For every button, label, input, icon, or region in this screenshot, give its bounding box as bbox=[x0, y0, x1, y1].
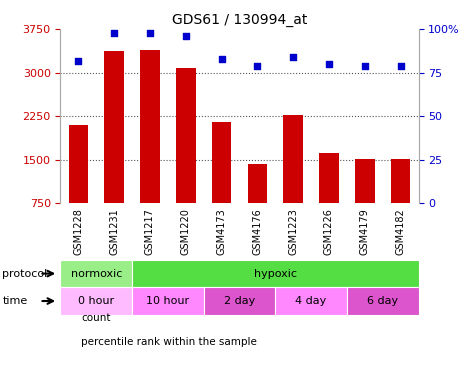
Bar bbox=[212, 122, 232, 247]
Text: GSM4173: GSM4173 bbox=[217, 208, 226, 255]
Text: time: time bbox=[2, 296, 27, 306]
Point bbox=[326, 61, 333, 67]
Bar bbox=[275, 287, 347, 315]
Bar bbox=[347, 287, 418, 315]
Text: GSM1226: GSM1226 bbox=[324, 208, 334, 255]
Point bbox=[146, 30, 153, 36]
Text: GSM1223: GSM1223 bbox=[288, 208, 298, 255]
Point bbox=[182, 33, 190, 39]
Bar bbox=[132, 260, 419, 287]
Text: GSM1220: GSM1220 bbox=[181, 208, 191, 255]
Text: hypoxic: hypoxic bbox=[254, 269, 297, 279]
Point bbox=[254, 63, 261, 69]
Bar bbox=[283, 115, 303, 247]
Text: GSM1228: GSM1228 bbox=[73, 208, 83, 255]
Bar bbox=[204, 287, 275, 315]
Text: count: count bbox=[81, 313, 111, 324]
Text: percentile rank within the sample: percentile rank within the sample bbox=[81, 337, 257, 347]
Bar bbox=[68, 125, 88, 247]
Bar bbox=[355, 159, 375, 247]
Title: GDS61 / 130994_at: GDS61 / 130994_at bbox=[172, 13, 307, 27]
Text: 2 day: 2 day bbox=[224, 296, 255, 306]
Bar bbox=[319, 153, 339, 247]
Point bbox=[397, 63, 405, 69]
Text: GSM4176: GSM4176 bbox=[252, 208, 262, 255]
Text: 4 day: 4 day bbox=[295, 296, 327, 306]
Bar bbox=[104, 51, 124, 247]
Text: GSM1231: GSM1231 bbox=[109, 208, 119, 255]
Point bbox=[111, 30, 118, 36]
Text: GSM1217: GSM1217 bbox=[145, 208, 155, 255]
Bar bbox=[60, 260, 132, 287]
Bar bbox=[140, 49, 160, 247]
Point bbox=[289, 54, 297, 60]
Text: normoxic: normoxic bbox=[71, 269, 122, 279]
Point bbox=[361, 63, 368, 69]
Bar bbox=[391, 159, 411, 247]
Text: 0 hour: 0 hour bbox=[78, 296, 114, 306]
Text: GSM4182: GSM4182 bbox=[396, 208, 405, 255]
Bar bbox=[60, 287, 132, 315]
Text: 10 hour: 10 hour bbox=[146, 296, 189, 306]
Text: GSM4179: GSM4179 bbox=[360, 208, 370, 255]
Point bbox=[74, 57, 82, 64]
Bar bbox=[132, 287, 204, 315]
Bar bbox=[247, 164, 267, 247]
Text: protocol: protocol bbox=[2, 269, 47, 279]
Bar bbox=[176, 68, 196, 247]
Point bbox=[218, 56, 225, 62]
Text: 6 day: 6 day bbox=[367, 296, 398, 306]
